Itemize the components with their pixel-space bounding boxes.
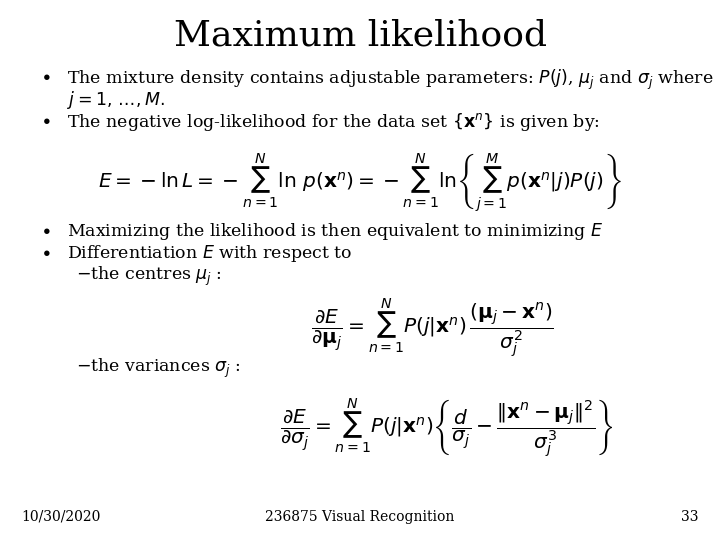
Text: $\dfrac{\partial E}{\partial \mathbf{\mu}_j} = \sum_{n=1}^{N} P(j|\mathbf{x}^n)\: $\dfrac{\partial E}{\partial \mathbf{\mu… (310, 297, 554, 360)
Text: $\bullet$: $\bullet$ (40, 243, 50, 261)
Text: $\bullet$: $\bullet$ (40, 68, 50, 85)
Text: Differentiation $\mathbf{\mathit{E}}$ with respect to: Differentiation $\mathbf{\mathit{E}}$ wi… (67, 243, 352, 264)
Text: $E = -\ln L = -\sum_{n=1}^{N} \ln\, p(\mathbf{x}^n) = -\sum_{n=1}^{N} \ln\!\left: $E = -\ln L = -\sum_{n=1}^{N} \ln\, p(\m… (98, 151, 622, 214)
Text: Maximum likelihood: Maximum likelihood (174, 19, 546, 53)
Text: $j=1,\,\ldots,M.$: $j=1,\,\ldots,M.$ (67, 89, 165, 111)
Text: $\bullet$: $\bullet$ (40, 221, 50, 239)
Text: 33: 33 (681, 510, 698, 524)
Text: $\bullet$: $\bullet$ (40, 111, 50, 129)
Text: $-$the centres $\mu_j\;$:: $-$the centres $\mu_j\;$: (76, 265, 221, 288)
Text: 10/30/2020: 10/30/2020 (22, 510, 101, 524)
Text: 236875 Visual Recognition: 236875 Visual Recognition (265, 510, 455, 524)
Text: The negative log-likelihood for the data set $\{\mathbf{x}^n\}$ is given by:: The negative log-likelihood for the data… (67, 111, 600, 133)
Text: $-$the variances $\sigma_j\;$:: $-$the variances $\sigma_j\;$: (76, 356, 240, 380)
Text: $\dfrac{\partial E}{\partial \sigma_j} = \sum_{n=1}^{N} P(j|\mathbf{x}^n)\left\{: $\dfrac{\partial E}{\partial \sigma_j} =… (279, 397, 613, 460)
Text: The mixture density contains adjustable parameters: $P(j)$, $\mu_j$ and $\sigma_: The mixture density contains adjustable … (67, 68, 714, 92)
Text: Maximizing the likelihood is then equivalent to minimizing $\mathbf{\mathit{E}}$: Maximizing the likelihood is then equiva… (67, 221, 603, 242)
